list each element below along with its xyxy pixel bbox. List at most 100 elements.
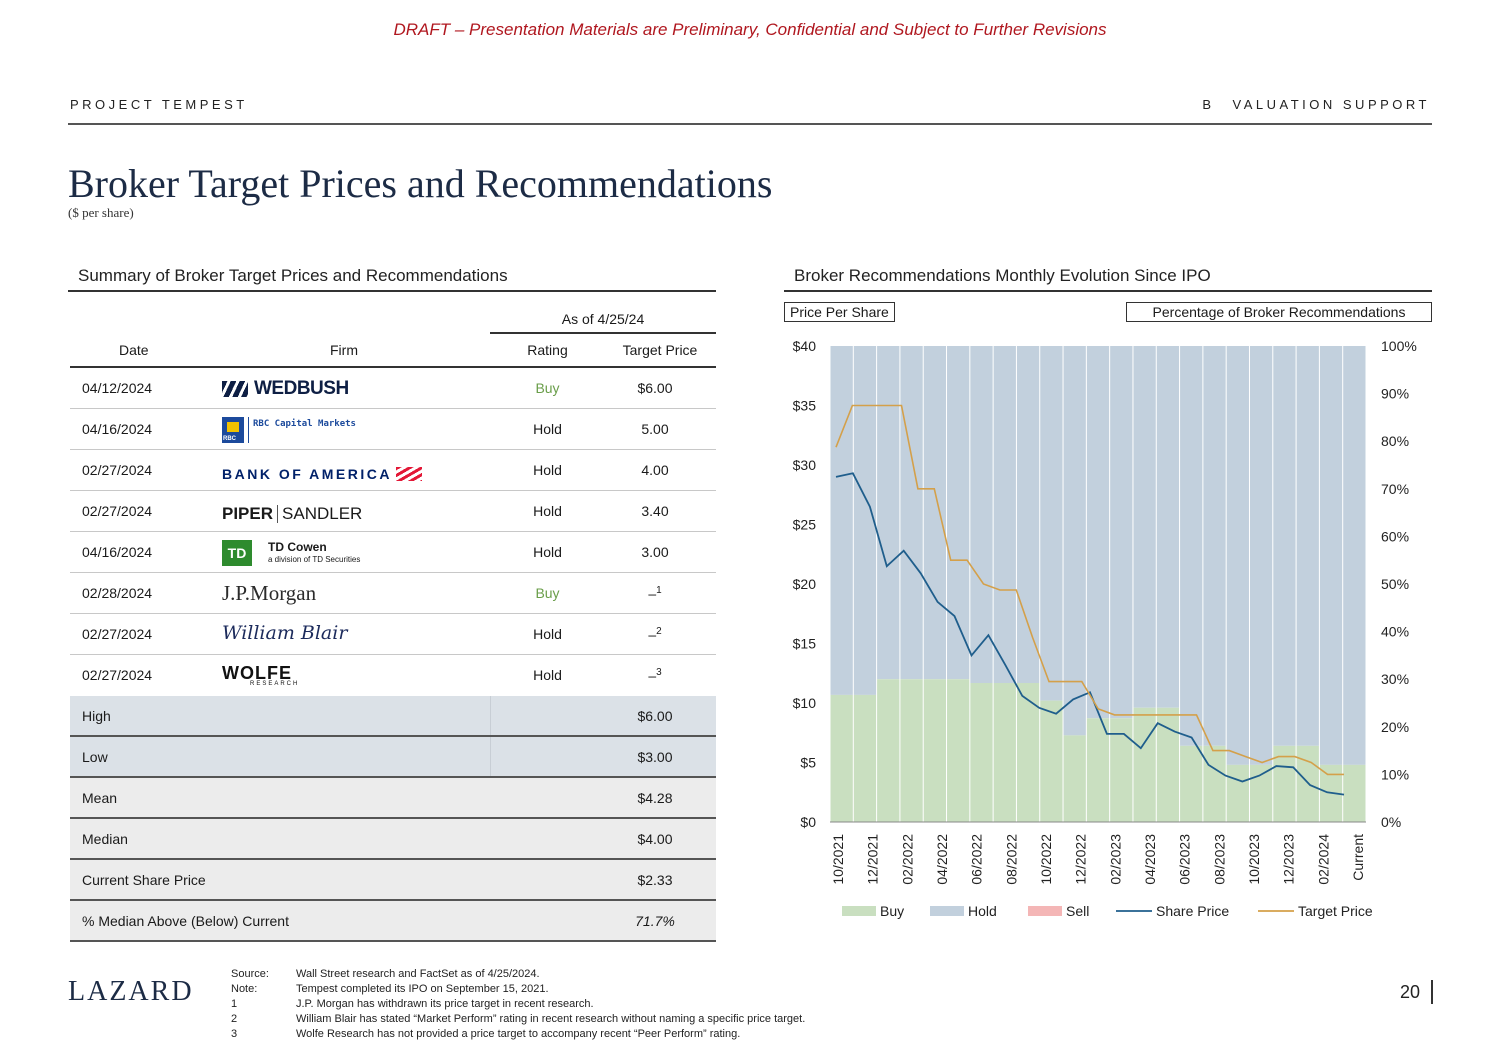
stat-label: Low — [82, 749, 108, 765]
row-target: 5.00 — [641, 421, 669, 437]
x-axis-tick: 12/2022 — [1073, 834, 1089, 885]
x-axis-tick: 10/2021 — [830, 834, 846, 885]
x-axis-tick: 02/2023 — [1107, 834, 1123, 885]
stat-value: $3.00 — [637, 749, 673, 765]
footnote-ref: 2 — [656, 626, 662, 637]
right-axis-label: Percentage of Broker Recommendations — [1126, 302, 1432, 322]
stats-table: High $6.00 Low $3.00 Mean $4.28 Median $4.00… — [70, 696, 716, 942]
hold-bar — [1343, 346, 1366, 765]
buy-bar — [1203, 745, 1226, 822]
buy-bar — [923, 679, 947, 822]
buy-bar — [853, 694, 877, 822]
col-rating: Rating — [527, 342, 568, 358]
buy-bar — [1249, 764, 1273, 822]
td-box-icon: TD — [222, 540, 252, 566]
row-rating: Hold — [533, 667, 562, 683]
firm-name-a: PIPER — [222, 504, 274, 523]
buy-bar — [1273, 745, 1296, 822]
row-target: –3 — [605, 667, 705, 684]
td-cowen-logo: TD TD Cowen a division of TD Securities — [222, 540, 422, 566]
right-axis-tick: 90% — [1381, 386, 1409, 402]
table-row: 04/16/2024 TD TD Cowen a division of TD Se… — [70, 532, 716, 573]
project-name: PROJECT TEMPEST — [70, 97, 248, 112]
buy-bar — [1040, 700, 1063, 822]
buy-bar — [1133, 707, 1156, 822]
x-axis-tick: 08/2022 — [1003, 834, 1019, 885]
logo-sub: a division of TD Securities — [268, 554, 361, 564]
stat-label: High — [82, 708, 111, 724]
row-date: 04/16/2024 — [82, 421, 153, 437]
right-axis-tick: 80% — [1381, 433, 1409, 449]
legend-swatch — [1028, 906, 1062, 916]
footnote-key: 3 — [231, 1028, 238, 1040]
hold-bar — [1249, 346, 1273, 765]
page-subtitle: ($ per share) — [68, 205, 134, 220]
wedbush-logo: WEDBUSH — [222, 376, 422, 402]
col-target: Target Price — [622, 342, 698, 358]
buy-bar — [1343, 764, 1366, 822]
x-axis-tick: 06/2023 — [1177, 834, 1193, 885]
row-rating: Hold — [533, 544, 562, 560]
stat-row: Current Share Price $2.33 — [70, 860, 716, 901]
target-dash: – — [648, 667, 657, 684]
right-axis-tick: 60% — [1381, 528, 1409, 544]
hold-bar — [1226, 346, 1249, 765]
hold-bar — [1319, 346, 1343, 765]
table-row: 04/12/2024 WEDBUSH Buy $6.00 — [70, 368, 716, 409]
hold-bar — [947, 346, 970, 680]
row-rating: Buy — [535, 380, 560, 396]
x-axis-tick: 02/2022 — [899, 834, 915, 885]
row-target: –1 — [605, 585, 705, 602]
row-date: 04/12/2024 — [82, 380, 153, 396]
right-axis-tick: 50% — [1381, 576, 1409, 592]
hold-bar — [1016, 346, 1040, 684]
hold-bar — [877, 346, 900, 680]
section-title: VALUATION SUPPORT — [1232, 97, 1430, 112]
table-row: 02/27/2024 BANK OF AMERICA Hold 4.00 — [70, 450, 716, 491]
table-row: 02/27/2024 William Blair Hold –2 — [70, 614, 716, 655]
right-axis-tick: 70% — [1381, 481, 1409, 497]
buy-bar — [1016, 683, 1040, 822]
rbc-shield-icon: RBC — [222, 417, 244, 443]
buy-bar — [1180, 745, 1203, 822]
x-axis-tick: 04/2023 — [1142, 834, 1158, 885]
row-date: 02/27/2024 — [82, 462, 153, 478]
row-rating: Hold — [533, 462, 562, 478]
stat-label: Median — [82, 831, 128, 847]
section-label: B VALUATION SUPPORT — [1202, 97, 1430, 112]
hold-bar — [1133, 346, 1156, 708]
page-number-bar — [1431, 980, 1433, 1004]
page-number: 20 — [1399, 982, 1420, 1002]
hold-bar — [1086, 346, 1110, 719]
right-axis-tick: 10% — [1381, 766, 1409, 782]
recommendations-chart: $0 $5 $10 $15 $20 $25 $30 $35 $40 0% 10% 20% 30% 40% 5… — [793, 338, 1417, 919]
x-axis-tick: 12/2021 — [865, 834, 881, 885]
left-panel-heading: Summary of Broker Target Prices and Reco… — [68, 266, 716, 292]
firm-name: TD Cowen — [268, 539, 327, 554]
row-target: –2 — [605, 626, 705, 643]
stat-row: Low $3.00 — [70, 737, 716, 778]
logo-sub: RBC — [223, 436, 236, 442]
firm-name: BANK OF AMERICA — [222, 466, 392, 482]
stat-divider — [490, 737, 491, 776]
hold-bar — [900, 346, 923, 680]
footnote-text: Tempest completed its IPO on September 1… — [296, 983, 549, 995]
hold-bar — [1040, 346, 1063, 701]
hold-bar — [830, 346, 853, 695]
col-date: Date — [119, 342, 149, 358]
left-axis-tick: $5 — [800, 755, 816, 771]
hold-bar — [1063, 346, 1086, 736]
hold-bar — [923, 346, 947, 680]
stat-row: Mean $4.28 — [70, 778, 716, 819]
legend-label: Hold — [968, 903, 997, 919]
left-axis-tick: $20 — [793, 576, 817, 592]
row-rating: Hold — [533, 421, 562, 437]
hold-bar — [993, 346, 1016, 684]
x-axis-tick: 06/2022 — [969, 834, 985, 885]
william-blair-logo: William Blair — [222, 622, 348, 644]
left-axis-tick: $0 — [800, 814, 816, 830]
legend-swatch — [842, 906, 876, 916]
buy-bar — [947, 679, 970, 822]
firm-name: RBC Capital Markets — [253, 419, 356, 429]
row-target: 3.00 — [641, 544, 669, 560]
